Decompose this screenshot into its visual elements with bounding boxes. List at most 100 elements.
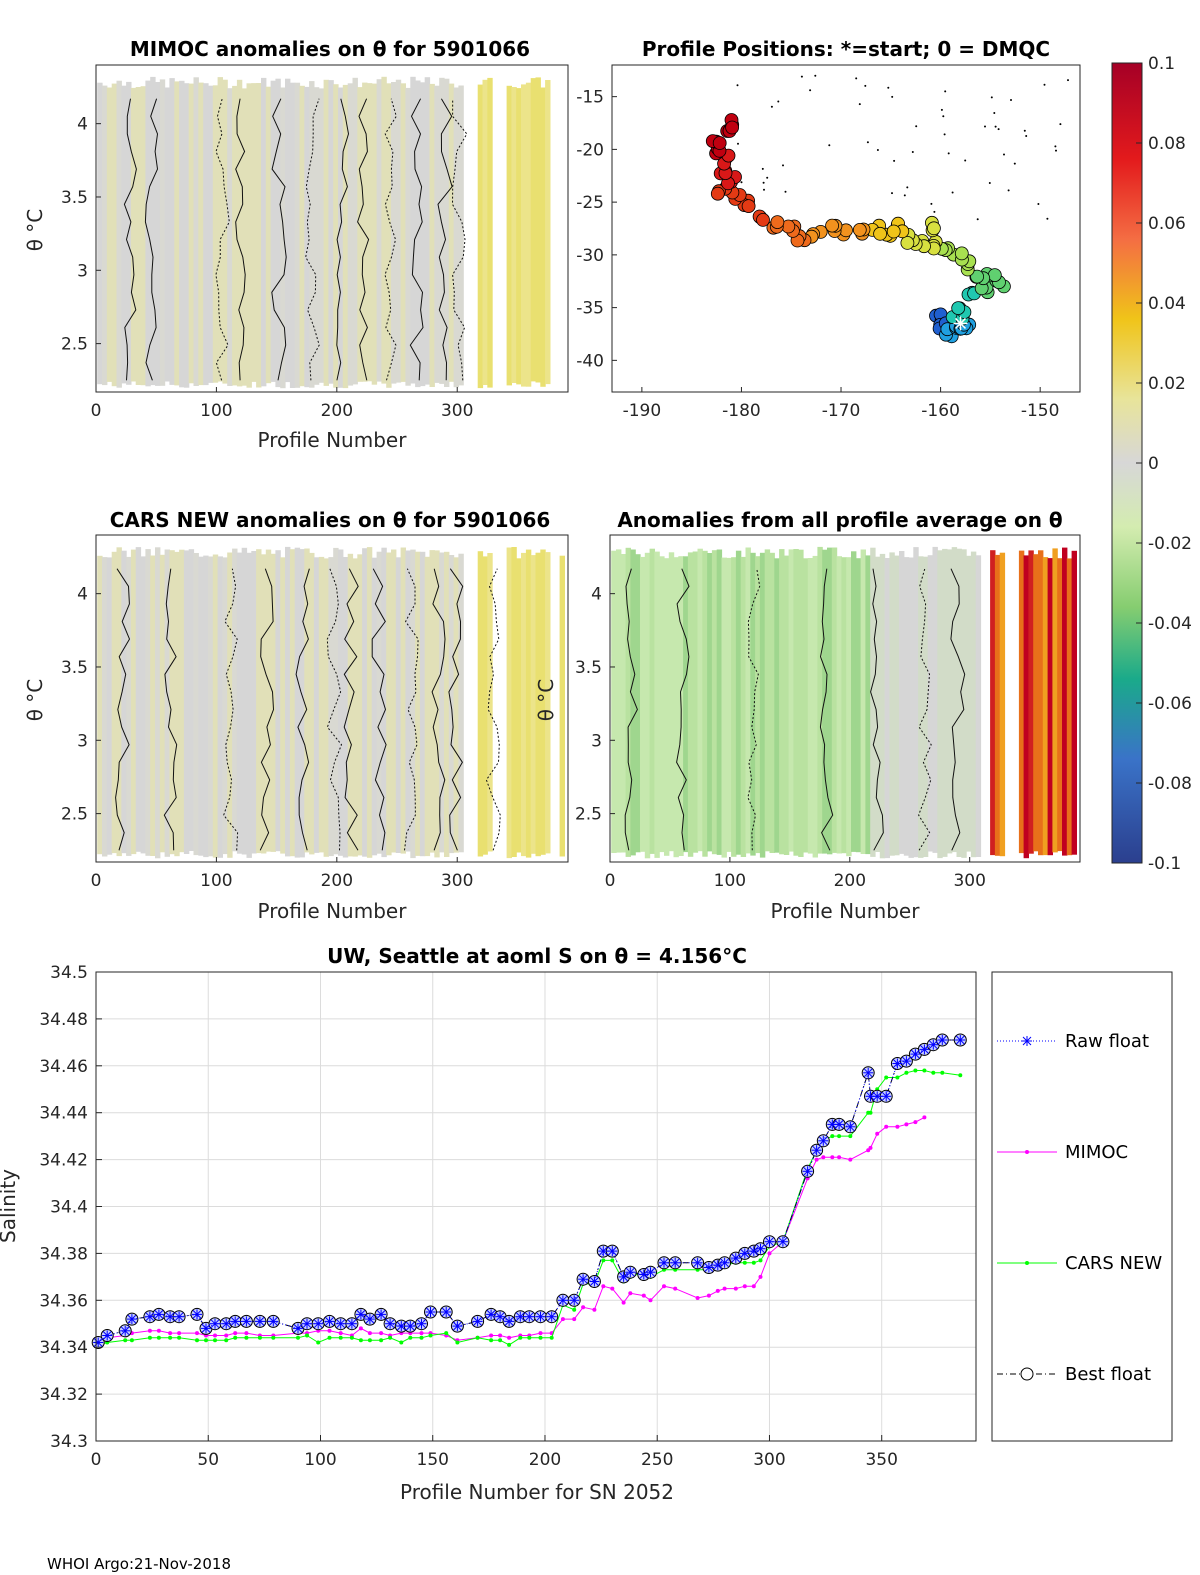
- data-point: [177, 1335, 182, 1340]
- data-point: [830, 1155, 835, 1160]
- salinity-ylabel: Salinity: [0, 1169, 20, 1243]
- anomaly-column: [366, 83, 373, 382]
- star-stroke: [659, 1258, 669, 1268]
- star-stroke: [558, 1295, 568, 1305]
- anomaly-column: [1062, 547, 1068, 856]
- anomaly-column: [419, 82, 426, 387]
- anomaly-column: [1023, 555, 1029, 859]
- footer-stamp: WHOI Argo:21-Nov-2018: [47, 1555, 231, 1573]
- data-point: [515, 1311, 526, 1322]
- data-point: [224, 1338, 229, 1343]
- star-stroke: [893, 1059, 902, 1068]
- data-point: [821, 1155, 826, 1160]
- profile-position-marker: [710, 186, 725, 201]
- land-dot: [906, 186, 909, 189]
- anomaly-column: [333, 547, 339, 855]
- anomaly-column: [338, 87, 344, 388]
- land-dot: [1025, 135, 1028, 137]
- legend-item-cars-new: CARS NEW: [997, 1253, 1162, 1274]
- salinity-title: UW, Seattle at aoml S on θ = 4.156°C: [327, 944, 747, 968]
- x-tick-label: 200: [529, 1450, 561, 1470]
- y-tick-label: 2.5: [575, 805, 602, 825]
- anomaly-column: [256, 549, 262, 854]
- anomaly-column: [942, 548, 948, 857]
- data-point: [518, 1335, 523, 1340]
- anomaly-column: [299, 549, 305, 858]
- anomaly-column: [342, 84, 349, 389]
- anomaly-column: [121, 550, 127, 854]
- land-dot: [1059, 123, 1062, 126]
- anomaly-column: [668, 552, 675, 852]
- data-point: [385, 1318, 396, 1329]
- anomaly-column: [884, 558, 890, 859]
- anomaly-column: [150, 555, 156, 856]
- anomaly-column: [870, 547, 876, 857]
- anomaly-column: [894, 555, 900, 856]
- x-tick-label: -150: [1021, 401, 1060, 421]
- anomaly-column: [683, 556, 689, 853]
- data-point: [758, 1258, 763, 1263]
- anomaly-column: [371, 557, 378, 856]
- anomaly-column: [616, 549, 622, 853]
- anomaly-column: [386, 83, 392, 388]
- contour-line: [163, 568, 178, 851]
- anomaly-column: [357, 554, 363, 856]
- y-tick-label: 3.5: [61, 658, 88, 678]
- data-point: [578, 1274, 589, 1285]
- colorbar-tick-label: 0.04: [1148, 294, 1186, 314]
- data-point: [715, 1288, 720, 1293]
- anomaly-column: [851, 551, 857, 852]
- cars-anomaly-field: [97, 546, 565, 859]
- legend-label: Raw float: [1065, 1031, 1149, 1052]
- y-tick-label: -35: [576, 299, 604, 319]
- cars-ylabel: θ °C: [23, 679, 47, 722]
- land-dot: [761, 167, 764, 170]
- anomaly-column: [434, 550, 440, 858]
- star-stroke: [646, 1267, 655, 1277]
- data-point: [777, 1236, 788, 1247]
- anomaly-column: [116, 80, 122, 388]
- contour-line: [437, 98, 453, 381]
- data-point: [610, 1258, 615, 1263]
- data-point: [659, 1257, 669, 1268]
- salinity-legend: Raw float MIMOC CARS NEW Best float: [991, 971, 1173, 1442]
- star-stroke: [365, 1314, 375, 1324]
- data-point: [335, 1318, 346, 1329]
- x-tick-label: 200: [321, 401, 353, 421]
- data-point: [868, 1110, 873, 1115]
- anomaly-column: [241, 88, 248, 386]
- land-dot: [993, 112, 996, 114]
- star-stroke: [845, 1122, 855, 1132]
- anomaly-column: [487, 77, 493, 388]
- contour-line: [676, 568, 690, 851]
- mimoc-axes-frame: [95, 64, 569, 393]
- data-point: [444, 1331, 449, 1336]
- anomaly-column: [236, 552, 243, 854]
- data-point: [475, 1335, 480, 1340]
- data-point: [168, 1335, 173, 1340]
- x-tick-label: 100: [200, 401, 232, 421]
- contour-line: [215, 98, 230, 381]
- anomaly-column: [994, 554, 1001, 856]
- anomaly-column: [352, 558, 358, 857]
- anomaly-column: [222, 79, 228, 384]
- colorbar-ticks: 0.1 0.08 0.06 0.04 0.02 0 -0.02 -0.04 -0.06 -0.08…: [1136, 54, 1192, 874]
- anomaly-column: [903, 557, 910, 856]
- anomaly-column: [309, 81, 315, 388]
- data-point: [865, 1091, 876, 1102]
- data-point: [811, 1145, 822, 1156]
- star-stroke: [536, 1312, 545, 1322]
- salinity-panel: 0 50 100 150 200 250 300 350 34.3 34.32 34.34 34.36…: [0, 944, 1173, 1504]
- data-point: [884, 1075, 889, 1080]
- x-tick-label: 250: [641, 1450, 673, 1470]
- data-point: [922, 1115, 927, 1120]
- anomaly-column: [222, 557, 228, 855]
- land-dot: [891, 192, 893, 195]
- anomaly-column: [793, 549, 799, 856]
- series-raw-float: [93, 1035, 966, 1348]
- data-point: [628, 1291, 633, 1296]
- anomaly-column: [265, 549, 272, 852]
- data-point: [940, 1070, 945, 1075]
- land-dot: [737, 142, 739, 145]
- anomaly-column: [208, 85, 214, 383]
